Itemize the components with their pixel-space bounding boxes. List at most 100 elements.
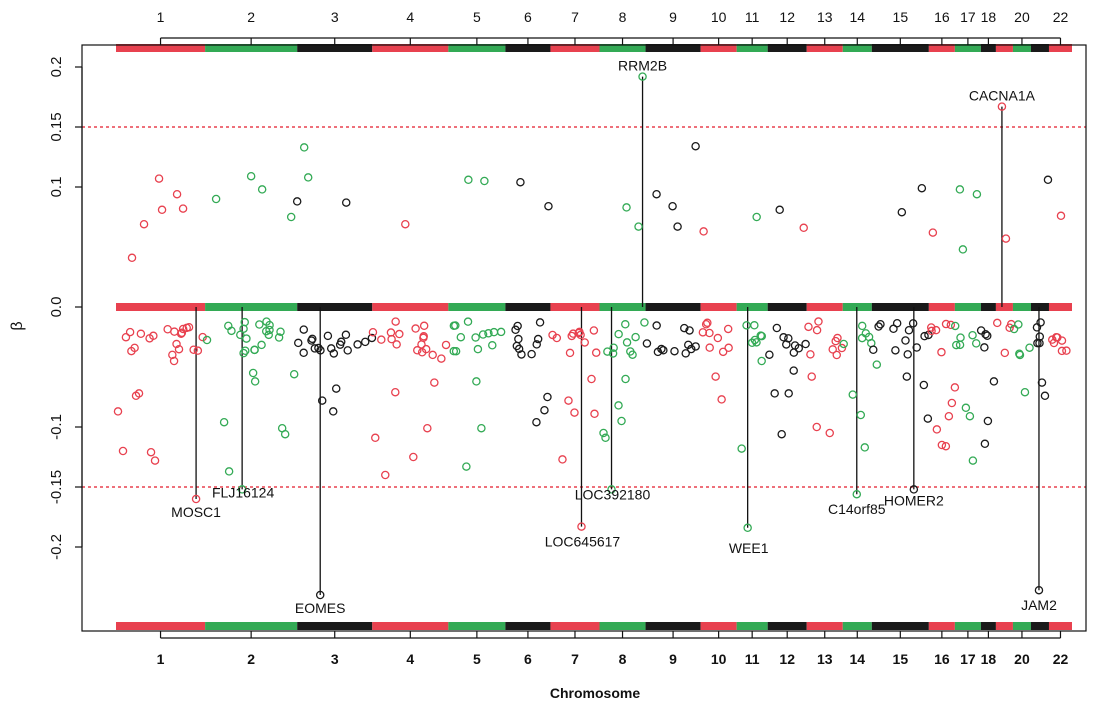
data-point — [451, 321, 460, 330]
y-tick-label: 0.2 — [48, 57, 65, 78]
data-point — [413, 346, 422, 355]
data-point — [294, 338, 303, 348]
data-point — [136, 329, 146, 339]
data-point — [828, 345, 837, 354]
chromosome-band-12 — [767, 622, 807, 630]
data-point — [255, 320, 264, 329]
data-point — [989, 377, 999, 386]
data-point — [257, 340, 266, 350]
data-point — [652, 189, 661, 199]
x-tick-label-top: 2 — [247, 9, 255, 25]
data-point — [590, 409, 599, 419]
data-point — [653, 347, 663, 357]
data-point — [799, 223, 808, 233]
chromosome-band-19 — [995, 303, 1013, 311]
chromosome-band-1 — [116, 44, 206, 52]
x-tick-label-top: 17 — [960, 9, 976, 25]
data-point — [323, 331, 333, 341]
data-point — [367, 333, 377, 343]
data-point — [386, 328, 396, 337]
data-point — [261, 326, 271, 336]
data-point — [193, 346, 203, 355]
data-point — [168, 350, 177, 360]
data-point — [567, 331, 576, 341]
data-point — [576, 330, 585, 340]
data-point — [428, 350, 437, 360]
x-axis-bottom: 1 2 3 4 5 6 7 8 9 10 11 12 13 14 15 16 17 18 20 22 — [157, 631, 1068, 667]
data-point — [125, 327, 135, 337]
data-point — [718, 347, 728, 357]
data-point — [814, 317, 823, 326]
data-point — [909, 485, 919, 494]
data-point — [961, 403, 971, 413]
chromosome-band-5 — [448, 622, 506, 630]
data-point — [437, 354, 446, 363]
data-point — [514, 334, 523, 344]
data-point — [543, 392, 552, 402]
data-point — [331, 384, 341, 393]
data-point — [1034, 585, 1044, 595]
data-point — [812, 325, 822, 335]
x-tick-label-bottom: 18 — [981, 651, 997, 667]
data-point — [698, 328, 708, 337]
x-tick-label-bottom: 12 — [779, 651, 795, 667]
data-point — [314, 343, 323, 353]
y-tick-label: 0.1 — [48, 177, 65, 198]
data-point — [250, 345, 259, 355]
data-point — [685, 326, 694, 335]
data-point — [812, 422, 821, 432]
y-axis-label: β — [9, 321, 26, 330]
data-point — [343, 346, 352, 355]
data-point — [456, 332, 466, 342]
data-point — [1040, 391, 1050, 401]
x-tick-label-top: 12 — [779, 9, 795, 25]
x-tick-label-bottom: 9 — [669, 651, 677, 667]
data-point — [831, 336, 840, 346]
data-point — [790, 341, 800, 350]
data-point — [904, 325, 914, 335]
data-point — [150, 456, 160, 465]
x-tick-label-top: 18 — [981, 9, 997, 25]
data-point — [169, 356, 179, 366]
data-point — [250, 377, 260, 386]
data-point — [257, 185, 267, 194]
data-point — [864, 332, 874, 342]
x-tick-label-top: 10 — [711, 9, 727, 25]
x-tick-label-top: 15 — [893, 9, 909, 25]
chromosome-band-22 — [1048, 303, 1072, 311]
chromosome-band-21 — [1030, 622, 1049, 630]
data-point — [937, 347, 946, 357]
data-point — [146, 447, 156, 457]
gene-label-mosc1: MOSC1 — [171, 504, 221, 520]
data-point — [705, 343, 714, 352]
data-point — [947, 398, 957, 408]
data-point — [932, 425, 942, 434]
data-point — [517, 350, 526, 359]
data-point — [691, 141, 700, 151]
data-point — [752, 338, 761, 347]
data-point — [789, 348, 799, 357]
data-point — [608, 349, 618, 358]
data-point — [599, 428, 608, 438]
data-point — [1020, 387, 1030, 397]
data-point — [591, 348, 601, 357]
x-tick-label-bottom: 16 — [934, 651, 950, 667]
chromosome-band-12 — [767, 303, 807, 311]
data-point — [968, 330, 977, 340]
x-tick-label-bottom: 1 — [157, 651, 165, 667]
x-tick-label-top: 7 — [571, 9, 579, 25]
data-point — [903, 350, 912, 359]
gene-label-rrm2b: RRM2B — [618, 58, 667, 74]
x-tick-label-bottom: 5 — [473, 651, 481, 667]
x-tick-label-top: 6 — [524, 9, 532, 25]
data-point — [219, 417, 229, 427]
data-point — [130, 343, 139, 353]
data-point — [1062, 346, 1071, 355]
y-tick-label: -0.2 — [48, 534, 65, 560]
data-point — [607, 485, 616, 494]
data-point — [211, 194, 221, 204]
data-point — [329, 349, 339, 358]
data-point — [724, 343, 733, 353]
data-point — [463, 317, 473, 326]
data-point — [777, 429, 786, 439]
